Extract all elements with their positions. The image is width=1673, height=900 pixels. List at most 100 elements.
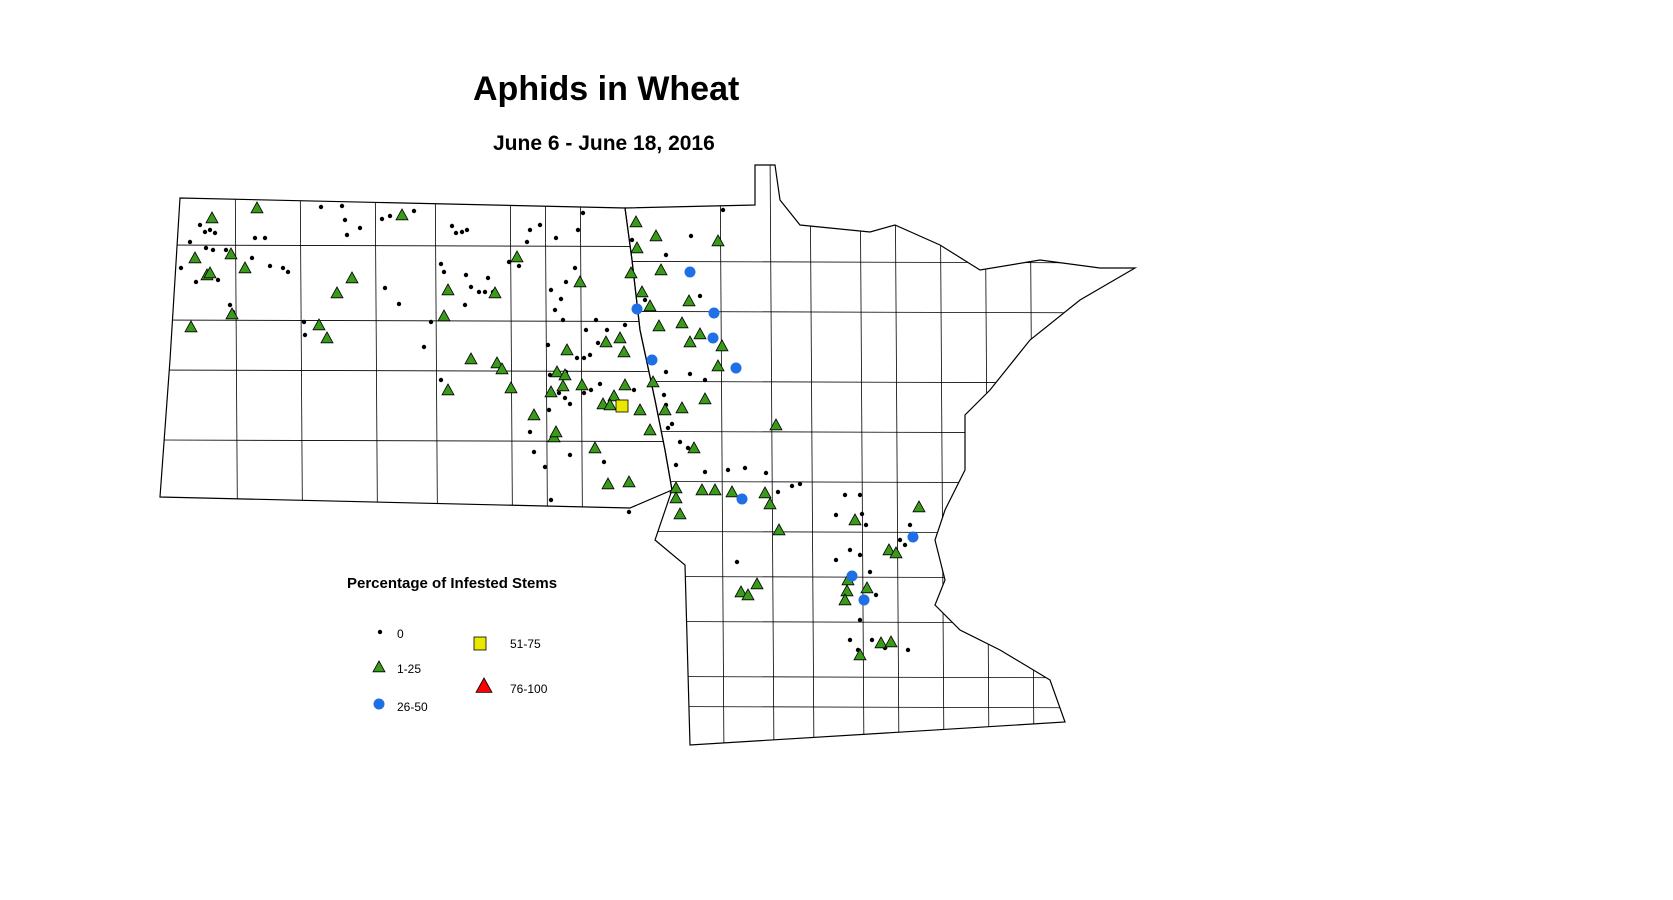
sample-point-0 [438,261,444,267]
sample-point-1-25 [882,543,896,556]
sample-point-0 [688,233,694,239]
sample-point-1-25 [838,593,852,606]
sample-point-1-25 [550,365,564,378]
sample-point-0 [604,327,610,333]
sample-point-1-25 [617,345,631,358]
sample-point-1-25 [441,283,455,296]
sample-point-0 [842,492,848,498]
sample-point-1-25 [601,477,615,490]
sample-point-0 [548,287,554,293]
sample-point-0 [342,217,348,223]
sample-point-1-25 [889,546,903,559]
sample-point-0 [411,208,417,214]
sample-point-0 [207,227,213,233]
sample-point-26-50 [708,307,720,319]
sample-point-0 [626,509,632,515]
sample-point-0 [516,263,522,269]
sample-point-1-25 [549,425,563,438]
sample-point-0 [379,216,385,222]
sample-point-1-25 [573,275,587,288]
sample-point-0 [725,467,731,473]
sample-point-26-50 [646,354,658,366]
sample-point-0 [663,369,669,375]
sample-point-1-25 [763,497,777,510]
sample-point-1-25 [488,286,502,299]
sample-point-0 [567,401,573,407]
legend-label-51-75: 51-75 [510,637,541,651]
sample-point-26-50 [736,493,748,505]
sample-point-0 [223,247,229,253]
sample-point-1-25 [711,359,725,372]
sample-point-0 [720,207,726,213]
sample-point-1-25 [698,392,712,405]
sample-point-0 [215,277,221,283]
nd-county-lines [160,198,672,508]
sample-point-0 [301,319,307,325]
sample-point-0 [702,469,708,475]
sample-point-0 [622,322,628,328]
sample-point-1-25 [725,485,739,498]
sample-point-0 [202,229,208,235]
sample-point-1-25 [630,241,644,254]
sample-point-0 [897,537,903,543]
sample-point-0 [873,592,879,598]
sample-point-1-25 [618,378,632,391]
sample-point-1-25 [603,398,617,411]
sample-point-0 [863,522,869,528]
sample-point-0 [542,464,548,470]
sample-point-0 [567,452,573,458]
sample-point-1-25 [652,319,666,332]
sample-point-1-25 [504,381,518,394]
sample-point-26-50 [907,531,919,543]
legend-label-0: 0 [397,627,404,641]
sample-point-1-25 [588,441,602,454]
sample-point-0 [285,269,291,275]
sample-point-0 [587,352,593,358]
sample-point-1-25 [673,507,687,520]
sample-point-0 [572,265,578,271]
sample-point-1-25 [510,250,524,263]
sample-point-1-25 [772,523,786,536]
sample-point-0 [267,263,273,269]
sample-point-0 [344,232,350,238]
sample-point-0 [464,227,470,233]
sample-point-0 [524,239,530,245]
sample-point-0 [463,272,469,278]
sample-point-0 [438,377,444,383]
minnesota-outline [624,164,1138,746]
sample-point-1-25 [558,368,572,381]
sample-point-0 [869,637,875,643]
legend-symbol-51-75 [473,636,487,651]
legend-label-76-100: 76-100 [510,682,548,696]
sample-point-1-25 [758,486,772,499]
sample-point-0 [833,557,839,563]
sample-point-0 [575,227,581,233]
sample-point-0 [685,445,691,451]
sample-point-0 [476,289,482,295]
legend-symbol-26-50 [373,698,385,710]
sample-point-0 [629,237,635,243]
sample-point-0 [775,489,781,495]
sample-point-1-25 [330,286,344,299]
legend-symbol-76-100 [475,677,493,693]
sample-point-0 [857,552,863,558]
sample-point-0 [212,230,218,236]
sample-point-0 [262,235,268,241]
sample-point-1-25 [527,408,541,421]
sample-point-1-25 [544,385,558,398]
sample-point-0 [580,210,586,216]
sample-point-0 [449,223,455,229]
sample-point-0 [203,245,209,251]
sample-point-1-25 [741,588,755,601]
sample-point-1-25 [693,327,707,340]
sample-point-1-25 [624,266,638,279]
sample-point-0 [421,344,427,350]
sample-point-1-25 [224,247,238,260]
sample-point-1-25 [629,215,643,228]
sample-point-0 [665,425,671,431]
sample-point-1-25 [643,423,657,436]
sample-point-1-25 [607,389,621,402]
sample-point-0 [357,225,363,231]
sample-point-0 [661,392,667,398]
